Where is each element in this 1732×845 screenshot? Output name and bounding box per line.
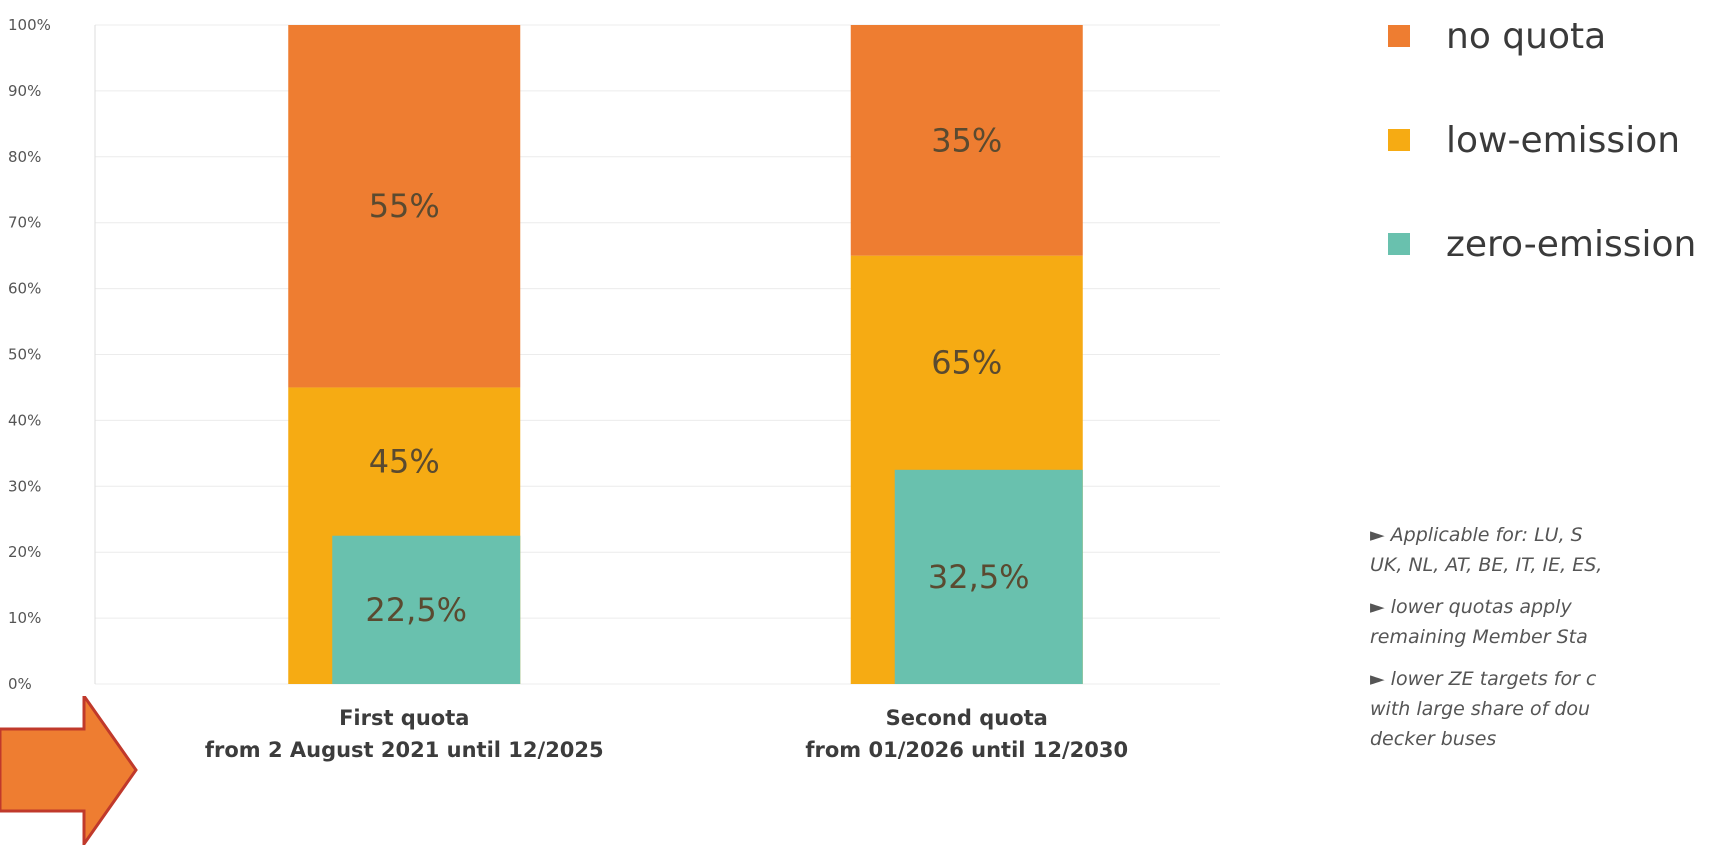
notes-panel: ► Applicable for: LU, S UK, NL, AT, BE, …	[1370, 520, 1732, 766]
note-lower-quotas-line2: remaining Member Sta	[1370, 626, 1588, 648]
data-label: 22,5%	[365, 591, 467, 629]
bar-segment	[894, 469, 1083, 684]
y-tick-label: 100%	[8, 16, 51, 34]
legend-item-low-emission: low-emission	[1388, 119, 1696, 161]
note-ze-targets-line3: decker buses	[1370, 728, 1497, 750]
note-applicable-line2: UK, NL, AT, BE, IT, IE, ES,	[1370, 554, 1603, 576]
y-tick-label: 40%	[8, 411, 41, 429]
note-lower-quotas-line1: lower quotas apply	[1390, 596, 1572, 618]
bar-segment	[288, 25, 521, 388]
note-applicable: ► Applicable for: LU, S UK, NL, AT, BE, …	[1370, 520, 1732, 580]
y-tick-label: 80%	[8, 148, 41, 166]
x-category-label: Second quota	[886, 706, 1048, 730]
x-category-label: from 2 August 2021 until 12/2025	[205, 738, 604, 762]
legend-item-no-quota: no quota	[1388, 15, 1696, 57]
note-ze-targets-line1: lower ZE targets for c	[1390, 668, 1597, 690]
bar-segment	[850, 25, 1083, 256]
data-label: 65%	[931, 344, 1002, 382]
y-tick-label: 70%	[8, 214, 41, 232]
legend-swatch-no-quota	[1388, 25, 1410, 47]
x-category-label: from 01/2026 until 12/2030	[805, 738, 1128, 762]
data-label: 35%	[931, 121, 1002, 159]
stacked-bar-chart: 0% 10% 20% 30% 40% 50% 60% 70% 80% 90% 100% 45% 55%…	[8, 16, 1220, 762]
y-tick-label: 20%	[8, 543, 41, 561]
y-tick-label: 30%	[8, 477, 41, 495]
arrow-icon	[0, 696, 138, 845]
x-category-label: First quota	[339, 706, 469, 730]
y-tick-label: 0%	[8, 675, 32, 693]
legend-item-zero-emission: zero-emission	[1388, 223, 1697, 265]
data-label: 45%	[369, 443, 440, 481]
y-tick-label: 50%	[8, 346, 41, 364]
legend-swatch-zero-emission	[1388, 233, 1410, 255]
data-label: 32,5%	[928, 558, 1030, 596]
y-tick-label: 60%	[8, 280, 41, 298]
bullet-marker-icon: ►	[1370, 668, 1385, 690]
bullet-marker-icon: ►	[1370, 596, 1385, 618]
bar-segment	[332, 535, 521, 684]
y-tick-label: 90%	[8, 82, 41, 100]
note-ze-targets-line2: with large share of dou	[1370, 698, 1591, 720]
y-tick-label: 10%	[8, 609, 41, 627]
legend: no quota low-emission zero-emission	[1388, 15, 1697, 265]
legend-swatch-low-emission	[1388, 129, 1410, 151]
legend-label-low-emission: low-emission	[1446, 119, 1681, 161]
data-label: 55%	[369, 187, 440, 225]
legend-label-zero-emission: zero-emission	[1446, 223, 1697, 265]
bullet-marker-icon: ►	[1370, 524, 1385, 546]
note-applicable-line1: Applicable for: LU, S	[1390, 524, 1583, 546]
legend-label-no-quota: no quota	[1446, 15, 1607, 57]
note-ze-targets: ► lower ZE targets for c with large shar…	[1370, 664, 1732, 754]
note-lower-quotas: ► lower quotas apply remaining Member St…	[1370, 592, 1732, 652]
